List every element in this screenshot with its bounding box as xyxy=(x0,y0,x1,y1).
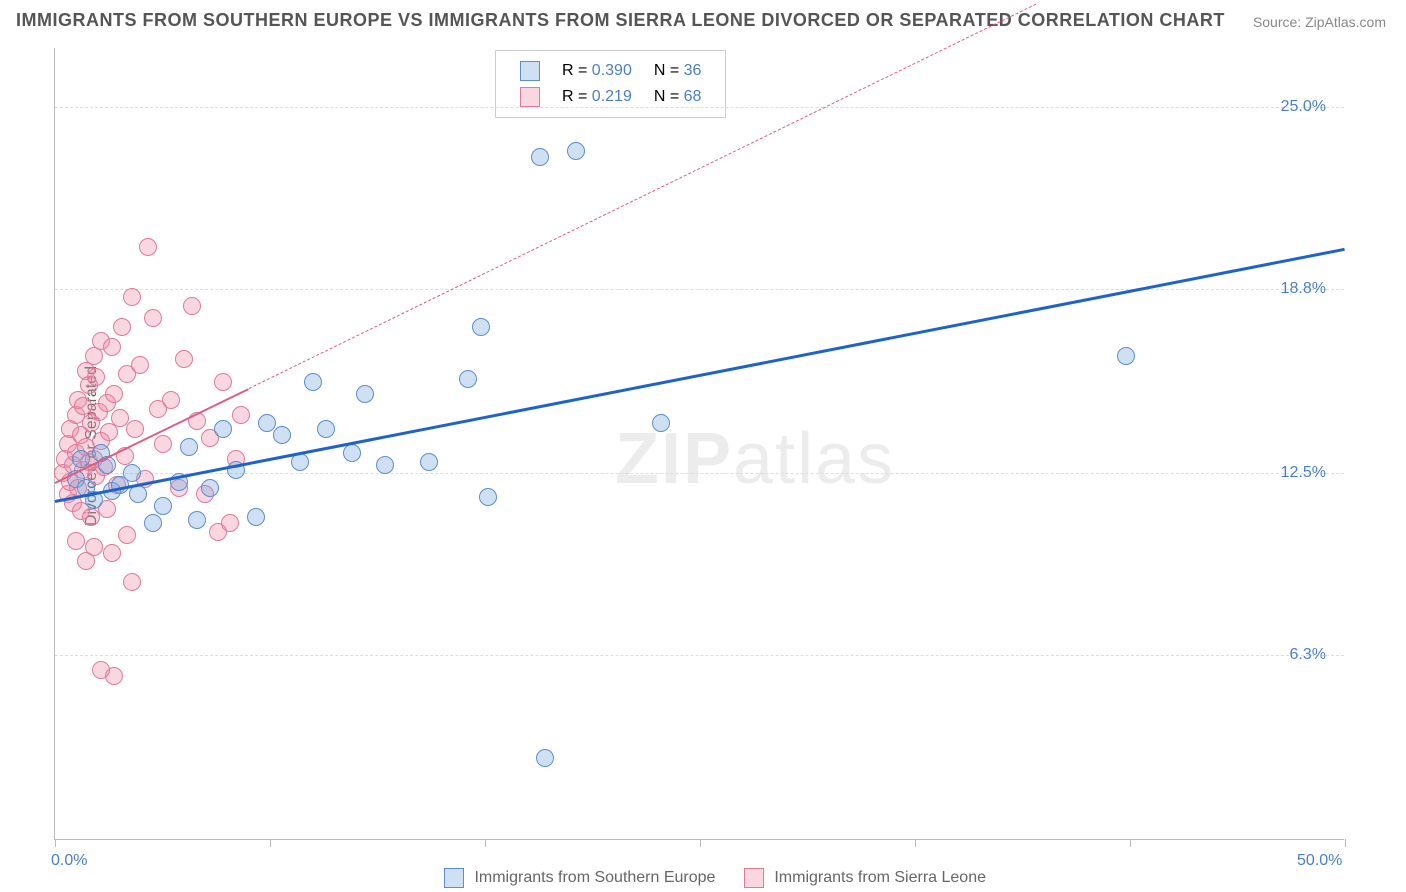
legend-blue-R: 0.390 xyxy=(592,62,632,79)
scatter-point-blue xyxy=(531,148,549,166)
legend-swatch-pink xyxy=(744,868,764,888)
legend-R-label: R = xyxy=(562,62,587,79)
xtick xyxy=(915,839,916,847)
scatter-point-pink xyxy=(131,356,149,374)
xtick xyxy=(485,839,486,847)
scatter-point-pink xyxy=(162,391,180,409)
scatter-point-pink xyxy=(113,318,131,336)
legend-blue-N: 36 xyxy=(684,62,702,79)
legend-pink-label: Immigrants from Sierra Leone xyxy=(774,869,986,886)
scatter-point-pink xyxy=(103,544,121,562)
scatter-point-blue xyxy=(356,385,374,403)
scatter-point-pink xyxy=(111,409,129,427)
scatter-point-pink xyxy=(105,667,123,685)
scatter-point-pink xyxy=(118,526,136,544)
gridline xyxy=(55,655,1344,656)
scatter-point-blue xyxy=(154,497,172,515)
scatter-point-blue xyxy=(536,749,554,767)
legend-swatch-blue xyxy=(520,61,540,81)
trendline xyxy=(55,247,1346,502)
scatter-point-blue xyxy=(258,414,276,432)
scatter-point-blue xyxy=(472,318,490,336)
scatter-point-pink xyxy=(126,420,144,438)
xtick xyxy=(55,839,56,847)
scatter-point-pink xyxy=(154,435,172,453)
gridline xyxy=(55,473,1344,474)
scatter-point-blue xyxy=(317,420,335,438)
chart-plot-area: ZIPatlas R = 0.390 N = 36 R = 0.219 N = … xyxy=(54,48,1344,840)
ytick-label: 6.3% xyxy=(1290,646,1326,664)
source-label: Source: xyxy=(1253,14,1301,30)
gridline xyxy=(55,107,1344,108)
legend-pink-R: 0.219 xyxy=(592,88,632,105)
scatter-point-blue xyxy=(343,444,361,462)
legend-swatch-blue xyxy=(444,868,464,888)
scatter-point-blue xyxy=(214,420,232,438)
scatter-point-pink xyxy=(105,385,123,403)
scatter-point-blue xyxy=(247,508,265,526)
scatter-point-pink xyxy=(87,368,105,386)
scatter-point-pink xyxy=(183,297,201,315)
scatter-point-pink xyxy=(175,350,193,368)
xtick xyxy=(700,839,701,847)
scatter-point-blue xyxy=(567,142,585,160)
legend-blue-label: Immigrants from Southern Europe xyxy=(474,869,715,886)
watermark-light: atlas xyxy=(733,419,895,499)
scatter-point-blue xyxy=(201,479,219,497)
scatter-point-pink xyxy=(85,538,103,556)
scatter-point-pink xyxy=(214,373,232,391)
scatter-point-blue xyxy=(652,414,670,432)
ytick-label: 18.8% xyxy=(1281,280,1326,298)
legend-pink-N: 68 xyxy=(684,88,702,105)
scatter-point-pink xyxy=(144,309,162,327)
scatter-point-blue xyxy=(188,511,206,529)
scatter-point-blue xyxy=(123,464,141,482)
scatter-point-pink xyxy=(67,532,85,550)
xtick xyxy=(1345,839,1346,847)
source-attribution: Source: ZipAtlas.com xyxy=(1253,14,1386,30)
legend-N-label: N = xyxy=(654,62,679,79)
chart-title: IMMIGRANTS FROM SOUTHERN EUROPE VS IMMIG… xyxy=(16,10,1225,31)
bottom-legend: Immigrants from Southern Europe Immigran… xyxy=(0,868,1406,888)
legend-swatch-pink xyxy=(520,87,540,107)
scatter-point-blue xyxy=(273,426,291,444)
ytick-label: 25.0% xyxy=(1281,98,1326,116)
scatter-point-pink xyxy=(103,338,121,356)
scatter-point-pink xyxy=(123,288,141,306)
scatter-point-blue xyxy=(144,514,162,532)
scatter-point-blue xyxy=(376,456,394,474)
xtick xyxy=(270,839,271,847)
legend-R-label: R = xyxy=(562,88,587,105)
scatter-point-blue xyxy=(1117,347,1135,365)
scatter-point-pink xyxy=(139,238,157,256)
legend-N-label: N = xyxy=(654,88,679,105)
scatter-point-blue xyxy=(459,370,477,388)
scatter-point-blue xyxy=(180,438,198,456)
legend-stats: R = 0.390 N = 36 R = 0.219 N = 68 xyxy=(495,50,726,118)
scatter-point-pink xyxy=(123,573,141,591)
scatter-point-blue xyxy=(479,488,497,506)
scatter-point-pink xyxy=(232,406,250,424)
watermark-bold: ZIP xyxy=(615,419,733,499)
scatter-point-blue xyxy=(420,453,438,471)
source-name: ZipAtlas.com xyxy=(1305,14,1386,30)
scatter-point-blue xyxy=(304,373,322,391)
scatter-point-pink xyxy=(221,514,239,532)
ytick-label: 12.5% xyxy=(1281,464,1326,482)
xtick xyxy=(1130,839,1131,847)
